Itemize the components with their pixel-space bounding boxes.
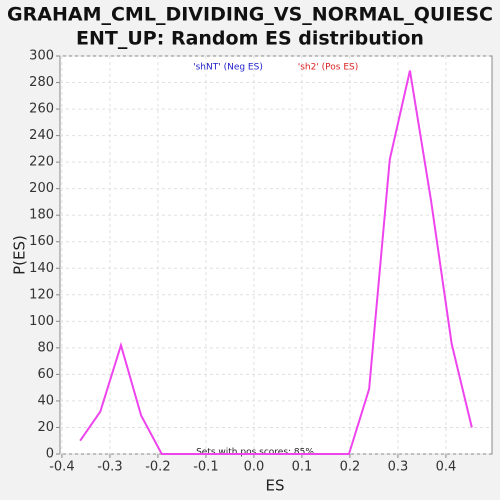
x-tick-label: 0.4 <box>436 460 457 475</box>
chart-title: GRAHAM_CML_DIVIDING_VS_NORMAL_QUIESC <box>7 4 493 26</box>
y-tick-label: 240 <box>29 128 54 143</box>
y-tick-label: 220 <box>29 155 54 170</box>
legend-entry: 'sh2' (Pos ES) <box>298 63 359 73</box>
y-tick-label: 40 <box>37 393 54 408</box>
y-tick-label: 180 <box>29 208 54 223</box>
x-tick-label: 0.0 <box>244 460 265 475</box>
x-tick-label: -0.3 <box>97 460 122 475</box>
y-tick-label: 20 <box>37 420 54 435</box>
y-tick-label: 80 <box>37 340 54 355</box>
x-tick-label: 0.1 <box>292 460 313 475</box>
y-tick-label: 140 <box>29 261 54 276</box>
x-tick-label: 0.3 <box>388 460 409 475</box>
y-tick-label: 60 <box>37 367 54 382</box>
y-tick-label: 260 <box>29 102 54 117</box>
y-tick-label: 160 <box>29 234 54 249</box>
y-tick-label: 100 <box>29 314 54 329</box>
x-tick-label: -0.1 <box>193 460 218 475</box>
y-tick-label: 0 <box>46 447 54 462</box>
y-tick-label: 280 <box>29 75 54 90</box>
y-tick-label: 120 <box>29 287 54 302</box>
chart-title: ENT_UP: Random ES distribution <box>76 28 424 50</box>
x-tick-label: -0.2 <box>145 460 170 475</box>
y-axis-label: P(ES) <box>11 235 29 275</box>
y-tick-label: 300 <box>29 49 54 64</box>
x-tick-label: 0.2 <box>340 460 361 475</box>
annotation: Sets with pos scores: 85% <box>196 448 314 458</box>
series-line <box>79 70 473 455</box>
legend-entry: 'shNT' (Neg ES) <box>193 63 263 73</box>
plot-area <box>59 55 493 455</box>
x-axis-label: ES <box>266 477 285 495</box>
x-tick-label: -0.4 <box>49 460 74 475</box>
y-tick-label: 200 <box>29 181 54 196</box>
